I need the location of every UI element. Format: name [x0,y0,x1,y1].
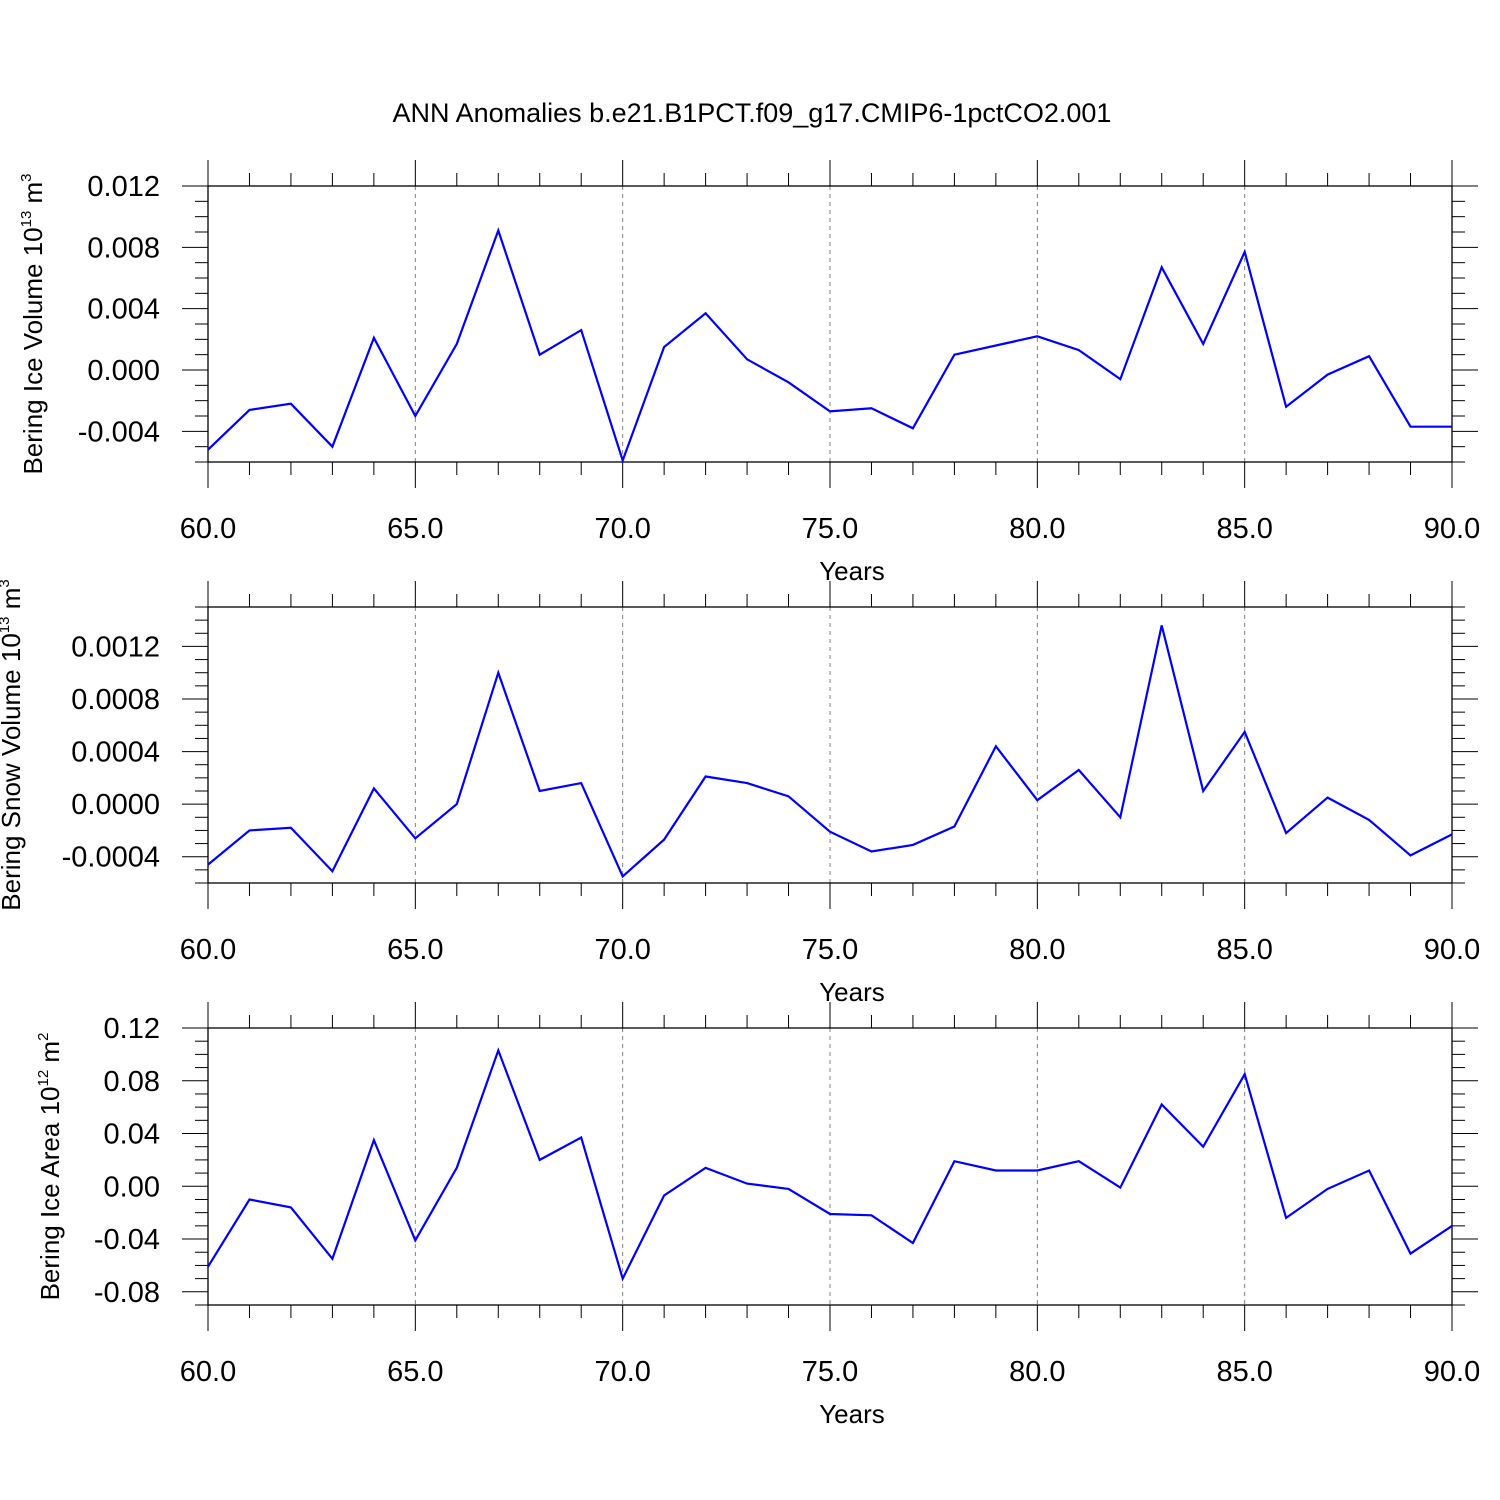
y-axis-title: Bering Snow Volume 1013 m3 [0,579,26,910]
chart-panel-1: 0.012 0.008 0.004 0.000 -0.004 60.0 65.0 70.0 75… [18,160,1480,586]
panels: 0.012 0.008 0.004 0.000 -0.004 60.0 65.0 70.0 75… [0,160,1480,1429]
x-tick-label: 80.0 [1009,934,1065,966]
y-axis-title: Bering Ice Volume 1013 m3 [18,173,48,474]
y-tick-label: 0.008 [87,232,160,264]
x-tick-label: 80.0 [1009,1356,1065,1388]
x-tick-label: 75.0 [802,513,858,545]
y-tick-label: 0.08 [104,1066,160,1098]
x-tick-label: 65.0 [387,1356,443,1388]
y-axis-title: Bering Ice Area 1012 m2 [35,1033,65,1301]
series-line [207,1047,1453,1282]
x-tick-label: 80.0 [1009,513,1065,545]
x-tick-label: 60.0 [180,1356,236,1388]
x-tick-label: 75.0 [802,1356,858,1388]
chart-panel-3: 0.12 0.08 0.04 0.00 -0.04 -0.08 60.0 65.0 70.0 75… [35,1002,1480,1429]
x-tick-label: 70.0 [594,1356,650,1388]
x-tick-label: 85.0 [1216,1356,1272,1388]
x-tick-label: 90.0 [1424,934,1480,966]
series-line [207,625,1453,879]
chart-panel-2: 0.0012 0.0008 0.0004 0.0000 -0.0004 60.0 65.0 7… [0,579,1480,1007]
x-tick-label: 75.0 [802,934,858,966]
x-tick-label: 60.0 [180,934,236,966]
series-line [207,227,1452,464]
y-tick-label: 0.04 [104,1119,160,1151]
y-tick-label: 0.012 [87,171,160,203]
y-tick-label: 0.0004 [71,737,160,769]
y-tick-label: 0.00 [104,1171,160,1203]
y-tick-label: -0.08 [94,1277,160,1309]
y-tick-label: -0.04 [94,1224,160,1256]
x-tick-label: 70.0 [594,513,650,545]
x-tick-label: 65.0 [387,513,443,545]
y-tick-label: 0.0012 [71,631,160,663]
x-tick-label: 70.0 [594,934,650,966]
x-axis-title: Years [819,977,885,1007]
y-tick-label: 0.0008 [71,684,160,716]
x-tick-label: 85.0 [1216,934,1272,966]
x-tick-label: 90.0 [1424,1356,1480,1388]
x-tick-label: 65.0 [387,934,443,966]
y-tick-label: -0.004 [78,416,160,448]
x-axis-title: Years [819,556,885,586]
x-tick-label: 60.0 [180,513,236,545]
y-tick-label: -0.0004 [62,842,160,874]
y-tick-label: 0.0000 [71,789,160,821]
x-tick-label: 90.0 [1424,513,1480,545]
y-tick-label: 0.004 [87,294,160,326]
y-tick-label: 0.000 [87,355,160,387]
figure-title: ANN Anomalies b.e21.B1PCT.f09_g17.CMIP6-… [393,98,1112,128]
y-tick-label: 0.12 [104,1013,160,1045]
x-tick-label: 85.0 [1216,513,1272,545]
x-axis-title: Years [819,1399,885,1429]
